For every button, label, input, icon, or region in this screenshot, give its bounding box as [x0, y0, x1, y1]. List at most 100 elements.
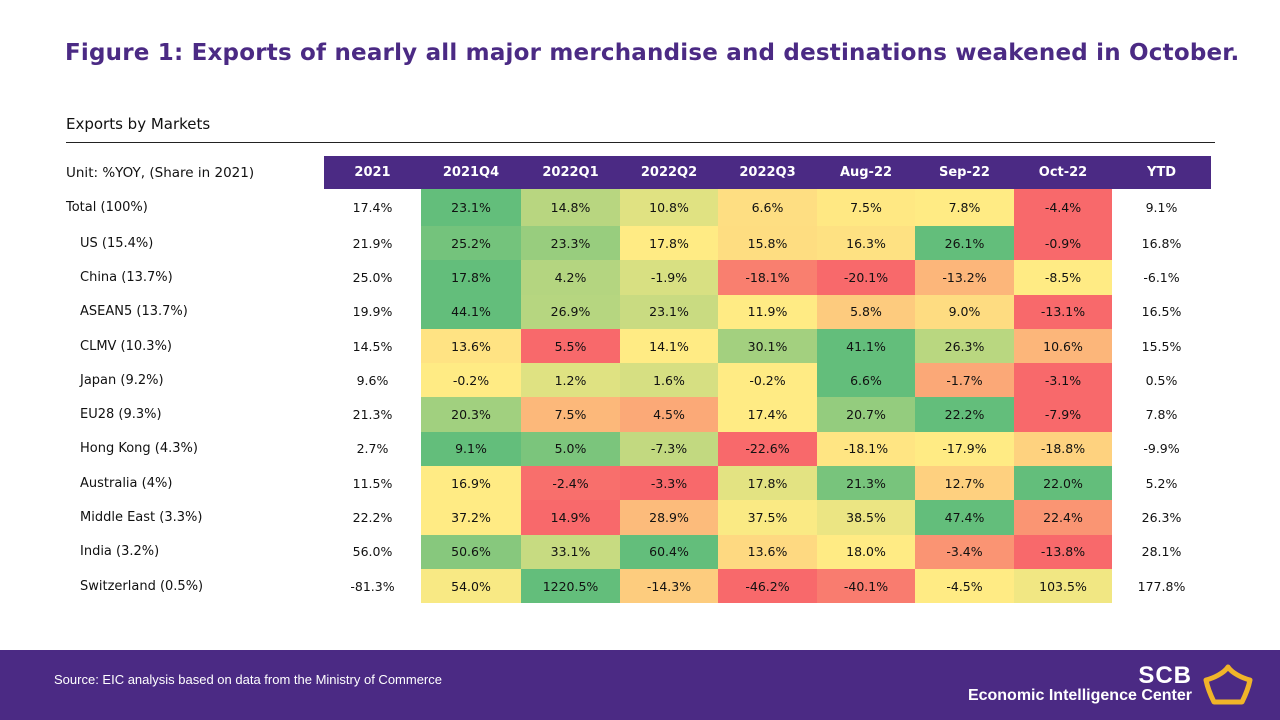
- cell-2022q2: -14.3%: [620, 568, 718, 604]
- row-label: Total (100%): [66, 200, 148, 215]
- cell-aug-22: 6.6%: [817, 363, 915, 398]
- cell-aug-22: 18.0%: [817, 534, 915, 569]
- cell-sep-22: 7.8%: [915, 189, 1014, 226]
- row-label: India (3.2%): [80, 544, 160, 560]
- cell-2021: 19.9%: [324, 294, 421, 329]
- cell-2022q3: -46.2%: [718, 568, 817, 604]
- cell-ytd: 5.2%: [1112, 466, 1211, 501]
- figure-title: Figure 1: Exports of nearly all major me…: [65, 40, 1240, 66]
- cell-2021q4: 9.1%: [421, 431, 521, 467]
- brand-name: SCB: [1138, 662, 1192, 689]
- cell-aug-22: -18.1%: [817, 431, 915, 467]
- column-header: 2021: [324, 156, 421, 189]
- cell-aug-22: 21.3%: [817, 466, 915, 501]
- table-row: Middle East (3.3%) 22.2% 37.2% 14.9% 28.9% 37…: [60, 500, 1211, 535]
- cell-2022q2: 4.5%: [620, 397, 718, 432]
- cell-sep-22: 47.4%: [915, 500, 1014, 535]
- cell-oct-22: 103.5%: [1014, 568, 1112, 604]
- cell-2021: 2.7%: [324, 431, 421, 467]
- cell-2022q1: 7.5%: [521, 397, 620, 432]
- cell-sep-22: -1.7%: [915, 363, 1014, 398]
- column-header: 2022Q1: [521, 156, 620, 189]
- cell-2021: -81.3%: [324, 568, 421, 604]
- table-row: Japan (9.2%) 9.6% -0.2% 1.2% 1.6% -0.2% 6.6% -1…: [60, 363, 1211, 398]
- cell-aug-22: 41.1%: [817, 328, 915, 364]
- row-label: China (13.7%): [80, 269, 173, 285]
- cell-oct-22: -13.8%: [1014, 534, 1112, 569]
- cell-sep-22: -4.5%: [915, 568, 1014, 604]
- cell-oct-22: -7.9%: [1014, 397, 1112, 432]
- cell-ytd: 16.5%: [1112, 294, 1211, 329]
- row-label: CLMV (10.3%): [80, 338, 173, 354]
- cell-2021q4: 25.2%: [421, 226, 521, 261]
- cell-2022q3: 13.6%: [718, 534, 817, 569]
- cell-oct-22: -18.8%: [1014, 431, 1112, 467]
- cell-2021: 14.5%: [324, 328, 421, 364]
- cell-sep-22: 22.2%: [915, 397, 1014, 432]
- cell-oct-22: -13.1%: [1014, 294, 1112, 329]
- source-note: Source: EIC analysis based on data from …: [54, 672, 442, 687]
- cell-2022q2: 23.1%: [620, 294, 718, 329]
- table-row: EU28 (9.3%) 21.3% 20.3% 7.5% 4.5% 17.4% 20.7% 2…: [60, 397, 1211, 432]
- cell-oct-22: 22.4%: [1014, 500, 1112, 535]
- cell-ytd: 28.1%: [1112, 534, 1211, 569]
- cell-2022q1: 26.9%: [521, 294, 620, 329]
- header-row: Unit: %YOY, (Share in 2021) 2021 2021Q4 …: [60, 156, 1211, 189]
- cell-2021q4: 17.8%: [421, 260, 521, 295]
- cell-2021q4: 23.1%: [421, 189, 521, 226]
- table-row: Hong Kong (4.3%) 2.7% 9.1% 5.0% -7.3% -22.6% -…: [60, 431, 1211, 467]
- cell-2022q1: 1.2%: [521, 363, 620, 398]
- cell-2021q4: 54.0%: [421, 568, 521, 604]
- cell-2021: 17.4%: [324, 189, 421, 226]
- cell-2022q3: 37.5%: [718, 500, 817, 535]
- cell-2022q2: -7.3%: [620, 431, 718, 467]
- column-header: Sep-22: [915, 156, 1014, 189]
- cell-2022q2: 28.9%: [620, 500, 718, 535]
- cell-aug-22: 5.8%: [817, 294, 915, 329]
- cell-2021q4: 13.6%: [421, 328, 521, 364]
- row-label: Switzerland (0.5%): [80, 578, 204, 594]
- cell-2022q2: 1.6%: [620, 363, 718, 398]
- cell-2021q4: 44.1%: [421, 294, 521, 329]
- column-header: Oct-22: [1014, 156, 1112, 189]
- cell-ytd: -9.9%: [1112, 431, 1211, 467]
- column-header: 2022Q2: [620, 156, 718, 189]
- cell-2021q4: -0.2%: [421, 363, 521, 398]
- cell-2022q1: 14.9%: [521, 500, 620, 535]
- cell-ytd: -6.1%: [1112, 260, 1211, 295]
- cell-2021q4: 37.2%: [421, 500, 521, 535]
- cell-2022q3: 30.1%: [718, 328, 817, 364]
- cell-2021: 9.6%: [324, 363, 421, 398]
- column-header: Aug-22: [817, 156, 915, 189]
- cell-oct-22: -3.1%: [1014, 363, 1112, 398]
- cell-2022q3: 17.8%: [718, 466, 817, 501]
- cell-aug-22: 7.5%: [817, 189, 915, 226]
- cell-ytd: 26.3%: [1112, 500, 1211, 535]
- row-label: ASEAN5 (13.7%): [80, 304, 188, 320]
- cell-2022q3: -18.1%: [718, 260, 817, 295]
- cell-ytd: 0.5%: [1112, 363, 1211, 398]
- cell-2021: 11.5%: [324, 466, 421, 501]
- table-row: India (3.2%) 56.0% 50.6% 33.1% 60.4% 13.6% 18.…: [60, 534, 1211, 569]
- cell-sep-22: -3.4%: [915, 534, 1014, 569]
- cell-2022q1: 23.3%: [521, 226, 620, 261]
- cell-ytd: 15.5%: [1112, 328, 1211, 364]
- cell-2021q4: 16.9%: [421, 466, 521, 501]
- cell-aug-22: -20.1%: [817, 260, 915, 295]
- cell-ytd: 9.1%: [1112, 189, 1211, 226]
- footer-bar: Source: EIC analysis based on data from …: [0, 650, 1280, 720]
- cell-2022q2: -3.3%: [620, 466, 718, 501]
- row-label: US (15.4%): [80, 235, 154, 251]
- cell-2022q2: 17.8%: [620, 226, 718, 261]
- cell-2022q2: 60.4%: [620, 534, 718, 569]
- table-row: Total (100%) 17.4% 23.1% 14.8% 10.8% 6.6% 7.5%…: [60, 189, 1211, 226]
- cell-sep-22: 26.3%: [915, 328, 1014, 364]
- cell-sep-22: 12.7%: [915, 466, 1014, 501]
- cell-2022q1: -2.4%: [521, 466, 620, 501]
- cell-oct-22: 22.0%: [1014, 466, 1112, 501]
- cell-2022q2: 10.8%: [620, 189, 718, 226]
- exports-table: Unit: %YOY, (Share in 2021) 2021 2021Q4 …: [60, 156, 1211, 604]
- row-label: Hong Kong (4.3%): [80, 441, 198, 457]
- cell-oct-22: 10.6%: [1014, 328, 1112, 364]
- table-row: ASEAN5 (13.7%) 19.9% 44.1% 26.9% 23.1% 11.9% 5…: [60, 294, 1211, 329]
